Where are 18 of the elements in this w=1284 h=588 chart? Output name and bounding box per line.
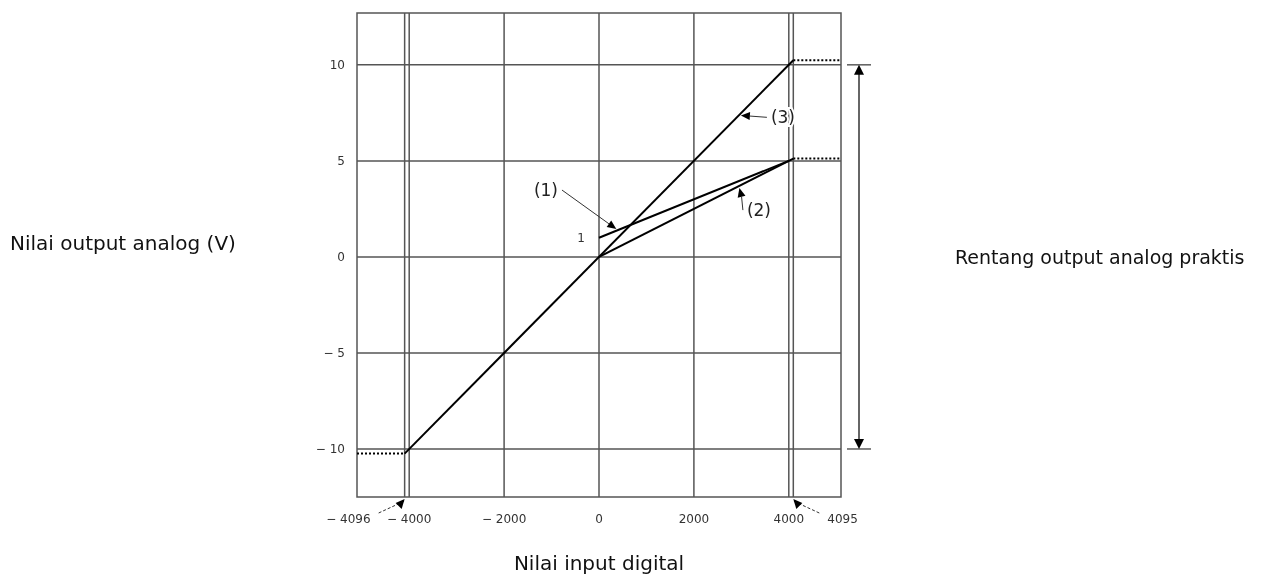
y-tick-label: 10 [329,58,345,73]
y-tick-label: 5 [337,154,345,169]
y-tick-label: 0 [337,250,345,265]
annotation: 1 [577,230,585,245]
series-label: (2) [746,200,771,221]
x-axis-title: Nilai input digital [513,551,685,575]
x-tick-label: − 4000 [386,512,432,527]
ref-line-label: − 4096 [326,512,371,527]
x-tick-label: 0 [595,512,603,527]
text: (1) [533,179,558,200]
x-tick-label: 4000 [773,512,805,527]
y-axis-title: Nilai output analog (V) [10,230,236,255]
x-tick-label: 2000 [678,512,710,527]
y-tick-label: − 10 [315,442,345,457]
ref-line-label: 4095 [827,512,858,527]
text: Rentang output analog praktis [955,245,1245,268]
x-tick-label: − 2000 [481,512,527,527]
y-tick-label: − 5 [323,346,345,361]
